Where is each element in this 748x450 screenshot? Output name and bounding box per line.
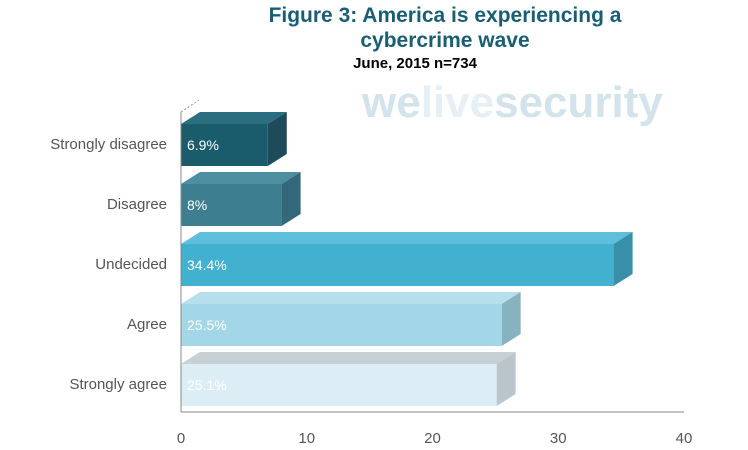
bar-group-2: 34.4%	[181, 232, 633, 286]
bar	[181, 124, 268, 166]
watermark-part1: we	[361, 78, 421, 127]
bar-group-3: 25.5%	[181, 292, 521, 346]
x-tick-label: 0	[177, 430, 185, 447]
y-tick-label: Agree	[127, 316, 167, 333]
bar-group-0: 6.9%	[181, 112, 287, 166]
bar	[181, 244, 614, 286]
bar-top-face	[181, 172, 301, 184]
bar-group-4: 25.1%	[181, 352, 516, 406]
bar-side-face	[281, 172, 301, 226]
x-tick-label: 30	[550, 430, 567, 447]
y-tick-label: Strongly agree	[69, 376, 167, 393]
x-tick-label: 20	[424, 430, 441, 447]
bar-side-face	[613, 232, 633, 286]
bar-value-label: 8%	[187, 197, 207, 213]
watermark-logo: welivesecurity	[361, 78, 663, 127]
chart-title: Figure 3: America is experiencing a cybe…	[180, 3, 710, 53]
x-tick-labels: 0 10 20 30 40	[177, 430, 693, 447]
x-tick-label: 40	[676, 430, 693, 447]
bar-top-face	[181, 352, 516, 364]
bar-side-face	[267, 112, 287, 166]
bar-value-label: 25.1%	[187, 377, 227, 393]
bar-group-1: 8%	[181, 172, 301, 226]
y-tick-label: Strongly disagree	[50, 136, 167, 153]
bar	[181, 304, 502, 346]
bar	[181, 364, 497, 406]
bar	[181, 184, 282, 226]
chart-subtitle: June, 2015 n=734	[353, 55, 477, 72]
bars-group: 6.9% 8% 34.4% 25.5% 25.1%	[181, 112, 633, 406]
bar-side-face	[501, 292, 521, 346]
bar-value-label: 25.5%	[187, 317, 227, 333]
bar-value-label: 34.4%	[187, 257, 227, 273]
bar-top-face	[181, 232, 633, 244]
bar-side-face	[496, 352, 516, 406]
y-tick-label: Undecided	[95, 256, 167, 273]
watermark-part2: live	[421, 78, 494, 127]
x-tick-label: 10	[298, 430, 315, 447]
bar-top-face	[181, 292, 521, 304]
chart-title-line1: Figure 3: America is experiencing a	[268, 4, 622, 27]
y-tick-labels: Strongly disagree Disagree Undecided Agree S…	[50, 136, 167, 393]
bar-top-face	[181, 112, 287, 124]
depth-corner-line	[180, 99, 200, 113]
y-tick-label: Disagree	[107, 196, 167, 213]
watermark-part3: security	[494, 78, 663, 127]
bar-value-label: 6.9%	[187, 137, 219, 153]
chart-title-line2: cybercrime wave	[360, 29, 530, 52]
